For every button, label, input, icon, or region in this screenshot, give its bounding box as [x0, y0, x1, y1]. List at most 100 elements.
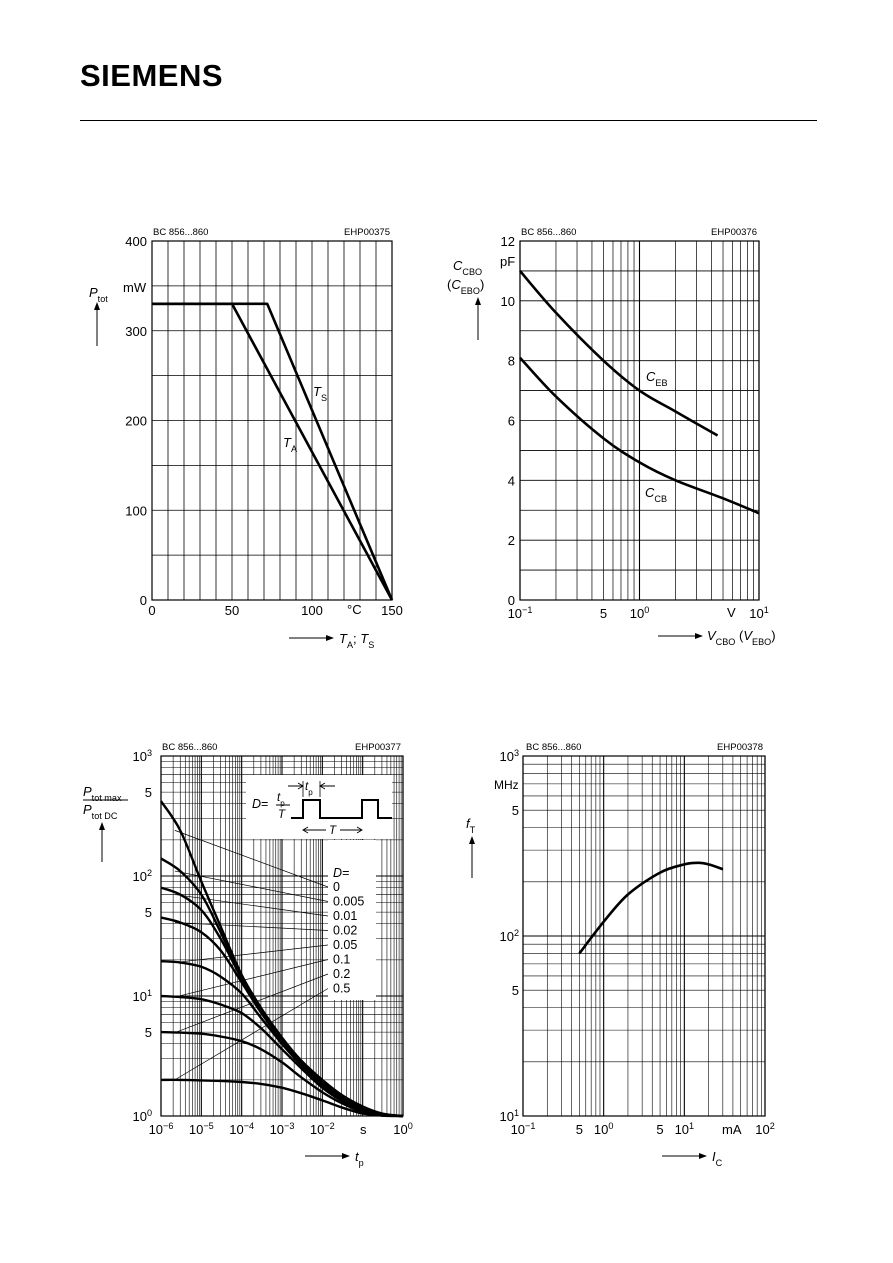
plot-frame: [151, 240, 393, 601]
y-axis-label-alt: (CEBO): [447, 277, 484, 296]
inset-pulse: [291, 799, 392, 819]
series-label-ts: TS: [313, 384, 327, 403]
figure-code: EHP00376: [711, 227, 757, 238]
plot-frame: [522, 755, 766, 1117]
legend-panel: [328, 840, 376, 1000]
y-tick-label: 200: [125, 414, 147, 429]
y-tick-label: 8: [508, 354, 515, 369]
x-unit: mA: [722, 1122, 742, 1137]
series-label-ccb: CCB: [645, 485, 667, 504]
y-axis-arrow-head: [99, 822, 105, 830]
x-unit: °C: [347, 602, 362, 617]
y-tick-label: 5: [145, 785, 152, 800]
y-unit: mW: [123, 280, 147, 295]
legend-label: 0: [333, 880, 340, 894]
x-unit: s: [360, 1122, 367, 1137]
x-tick-label: 100: [594, 1121, 614, 1137]
curve-CEB: [519, 270, 719, 437]
y-tick-label: 103: [132, 748, 152, 764]
inset-t: T: [329, 825, 337, 837]
figure-code: EHP00377: [355, 742, 401, 753]
y-axis-label: Ptot: [89, 285, 108, 304]
y-tick-label: 300: [125, 324, 147, 339]
y-tick-label: 4: [508, 473, 515, 488]
y-tick-label: 2: [508, 533, 515, 548]
y-tick-label: 101: [499, 1108, 519, 1124]
y-tick-label: 103: [499, 748, 519, 764]
inset-tp: tp: [305, 781, 313, 797]
x-tick-label: 5: [576, 1122, 583, 1137]
x-axis-arrow-head: [326, 635, 334, 641]
x-axis-label: TA; TS: [339, 631, 374, 650]
inset-tp-arrow-l: [288, 782, 304, 790]
x-tick-label: 150: [381, 603, 403, 618]
part-number: BC 856...860: [521, 227, 576, 238]
y-tick-label: 5: [512, 983, 519, 998]
x-axis-label: VCBO (VEBO): [707, 628, 776, 647]
inset-den: T: [278, 809, 286, 821]
curve-d-0.5: [160, 1078, 404, 1118]
x-tick-label: 0: [148, 603, 155, 618]
y-axis-label: fT: [466, 816, 476, 835]
y-tick-label: 400: [125, 234, 147, 249]
x-axis-arrow-head: [695, 633, 703, 639]
x-tick-label: 10−3: [270, 1121, 295, 1137]
legend-label: 0.05: [333, 938, 357, 952]
x-tick-label: 50: [225, 603, 239, 618]
legend-label: 0.02: [333, 924, 357, 938]
y-unit: MHz: [494, 778, 519, 792]
legend-label: 0.01: [333, 909, 357, 923]
y-axis-label: CCBO: [453, 258, 482, 277]
y-tick-label: 5: [145, 1025, 152, 1040]
leader-line: [174, 988, 329, 1081]
legend-label: 0.5: [333, 982, 350, 996]
y-tick-label: 5: [512, 803, 519, 818]
x-axis-arrow-head: [699, 1153, 707, 1159]
figure-code: EHP00375: [344, 227, 390, 238]
y-tick-label: 101: [132, 988, 152, 1004]
leader-line: [174, 830, 329, 888]
part-number: BC 856...860: [162, 742, 217, 753]
leader-line: [174, 894, 329, 917]
legend-header: D=: [333, 866, 349, 880]
part-number: BC 856...860: [526, 742, 581, 753]
curve-ft: [578, 861, 724, 955]
y-tick-label: 6: [508, 414, 515, 429]
part-number: BC 856...860: [153, 227, 208, 238]
inset-d: D=: [252, 797, 268, 811]
x-tick-label: 10−2: [310, 1121, 335, 1137]
series-label-ta: TA: [283, 435, 298, 454]
y-tick-label: 0: [508, 593, 515, 608]
y-tick-label: 100: [132, 1108, 152, 1124]
y-tick-label: 12: [501, 234, 515, 249]
plot-frame: [519, 240, 760, 601]
y-tick-label: 100: [125, 503, 147, 518]
plot-frame: [160, 755, 404, 1117]
y-unit: pF: [500, 254, 515, 269]
curve-d-0.2: [160, 1030, 404, 1118]
curve-CCB: [519, 356, 760, 515]
inset-t-arrows: [302, 826, 363, 834]
y-tick-label: 102: [499, 928, 519, 944]
series-label-ceb: CEB: [646, 369, 668, 388]
y-axis-label-num: Ptot max: [83, 784, 122, 803]
y-tick-label: 102: [132, 868, 152, 884]
x-tick-label: 10−6: [149, 1121, 174, 1137]
x-tick-label: 101: [675, 1121, 695, 1137]
x-tick-label: 5: [656, 1122, 663, 1137]
leader-line: [174, 959, 329, 998]
legend-label: 0.1: [333, 953, 350, 967]
y-tick-label: 5: [145, 905, 152, 920]
x-tick-label: 101: [749, 605, 769, 621]
x-tick-label: 10−5: [189, 1121, 214, 1137]
leader-line: [174, 922, 329, 931]
x-tick-label: 10−1: [508, 605, 533, 621]
siemens-logo: SIEMENS: [80, 58, 224, 93]
x-unit: V: [727, 605, 736, 620]
curve-TA: [152, 302, 394, 601]
x-axis-arrow-head: [342, 1153, 350, 1159]
